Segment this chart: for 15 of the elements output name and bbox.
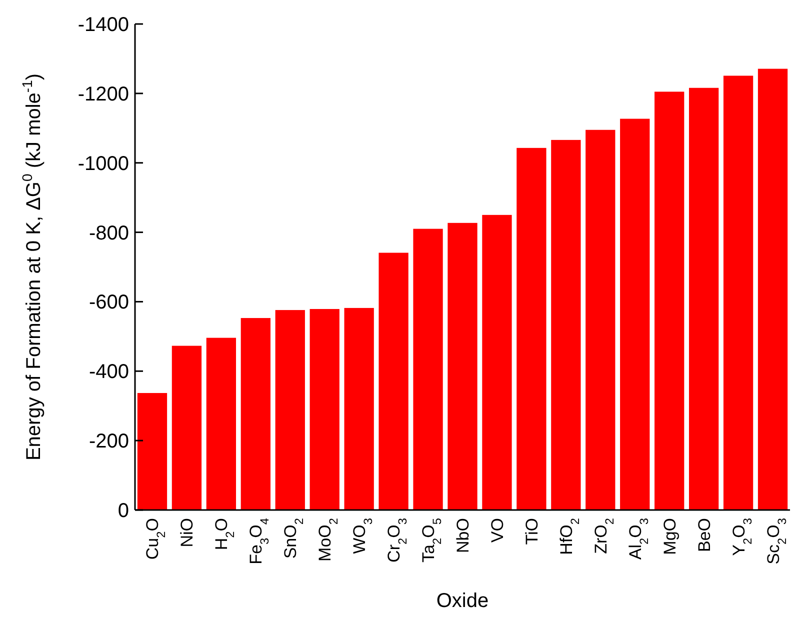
y-tick-label: -200 [88,430,129,453]
y-tick-label: -400 [88,361,129,384]
x-tick-label: TiO [522,518,542,545]
y-tick-label: -1400 [78,14,129,36]
y-tick-label: -800 [88,222,129,244]
x-tick-label: NiO [178,518,197,548]
y-tick-label: 0 [118,500,129,522]
x-tick-label: BeO [694,518,714,552]
x-tick-label: VO [488,518,507,543]
y-tick-label: -1200 [78,83,129,106]
x-axis-title: Oxide [436,590,489,612]
x-tick-label: MgO [660,518,680,555]
y-tick-label: -600 [88,292,129,314]
y-tick-label: -1000 [78,152,129,175]
x-tick-label: NbO [454,518,472,553]
